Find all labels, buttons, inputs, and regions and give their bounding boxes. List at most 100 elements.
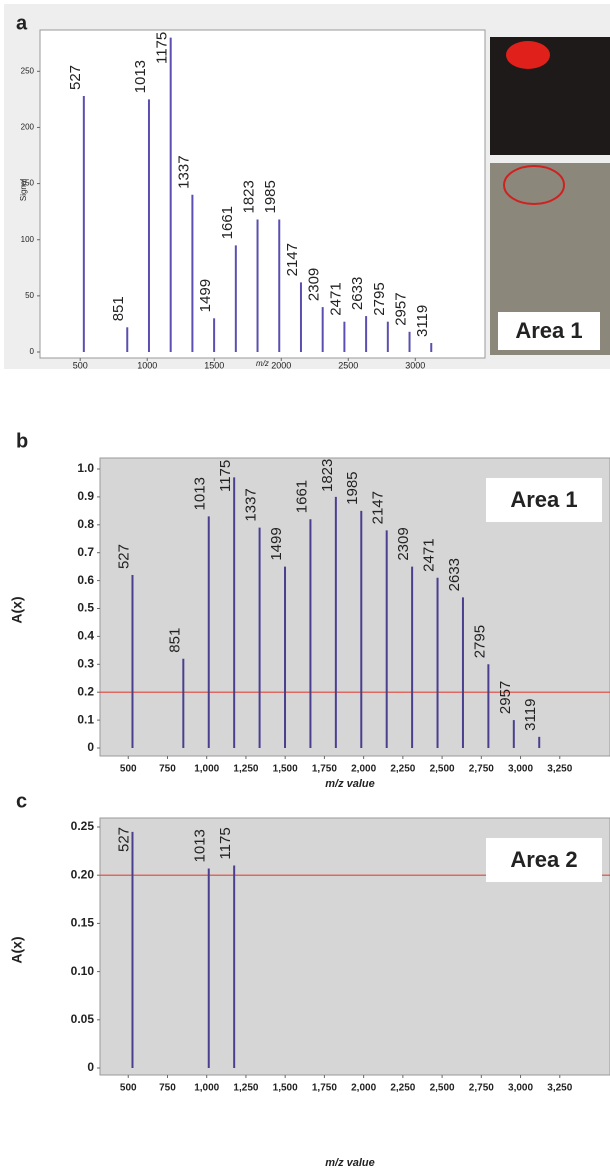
peak-label: 2147 — [370, 491, 387, 524]
peak-label: 527 — [67, 65, 84, 90]
panel-letter: b — [16, 430, 28, 452]
x-tick-label: 750 — [159, 1083, 176, 1094]
peak-label: 851 — [166, 628, 183, 653]
y-tick-label: 0.20 — [71, 867, 95, 881]
y-tick-label: 0.25 — [71, 819, 95, 833]
x-tick-label: 2,500 — [430, 764, 455, 775]
y-axis-label: Signal — [19, 179, 28, 201]
y-axis-label: A(x) — [9, 596, 25, 623]
x-tick-label: 1,500 — [273, 764, 298, 775]
x-axis-label: m/z value — [325, 778, 375, 790]
y-tick-label: 150 — [21, 179, 35, 188]
y-tick-label: 0 — [87, 1060, 94, 1074]
y-tick-label: 0.3 — [77, 656, 94, 670]
signal-spot — [506, 41, 550, 69]
x-tick-label: 1,500 — [273, 1083, 298, 1094]
peak-label: 527 — [115, 827, 132, 852]
y-tick-label: 0.10 — [71, 964, 95, 978]
peak-label: 3119 — [414, 305, 431, 337]
y-tick-label: 0 — [30, 347, 35, 356]
x-tick-label: 3,250 — [547, 764, 572, 775]
peak-label: 1013 — [192, 477, 209, 510]
annotation-box — [498, 312, 600, 350]
y-tick-label: 0.9 — [77, 489, 94, 503]
x-tick-label: 2,750 — [469, 1083, 494, 1094]
y-tick-label: 1.0 — [77, 461, 94, 475]
peak-label: 1337 — [243, 488, 260, 521]
x-tick-label: 2,250 — [390, 764, 415, 775]
plot-area — [39, 29, 486, 359]
peak-label: 1499 — [268, 527, 285, 560]
x-tick-label: 2500 — [338, 360, 358, 370]
y-tick-label: 0.4 — [77, 629, 94, 643]
y-tick-label: 250 — [21, 66, 35, 75]
x-tick-label: 2,250 — [390, 1083, 415, 1094]
annotation: Area 2 — [510, 847, 577, 872]
x-tick-label: 1,000 — [194, 764, 219, 775]
peak-label: 1661 — [293, 480, 310, 513]
panel-letter: c — [16, 790, 27, 812]
area-outline — [503, 165, 565, 205]
peak-label: 2795 — [471, 625, 488, 658]
peak-label: 1175 — [154, 32, 171, 64]
y-axis-label: A(x) — [9, 936, 25, 963]
peak-label: 2471 — [327, 282, 344, 315]
peak-label: 2147 — [284, 243, 301, 276]
peak-label: 2633 — [446, 558, 463, 591]
x-tick-label: 3,250 — [547, 1083, 572, 1094]
peak-label: 1013 — [132, 60, 149, 93]
x-tick-label: 3000 — [405, 360, 425, 370]
y-tick-label: 0 — [87, 740, 94, 754]
y-tick-label: 0.2 — [77, 684, 94, 698]
x-tick-label: 1,750 — [312, 764, 337, 775]
x-tick-label: 500 — [73, 360, 88, 370]
peak-label: 527 — [115, 544, 132, 569]
x-tick-label: 750 — [159, 764, 176, 775]
peak-label: 1013 — [192, 829, 209, 862]
x-tick-label: 3,000 — [508, 1083, 533, 1094]
peak-label: 1337 — [175, 155, 192, 188]
annotation: Area 1 — [510, 487, 577, 512]
annotation: Area 1 — [515, 318, 582, 343]
x-tick-label: 500 — [120, 1083, 137, 1094]
peak-label: 1661 — [219, 206, 236, 239]
x-tick-label: 2,000 — [351, 1083, 376, 1094]
x-axis-label: m/z value — [325, 1157, 375, 1169]
annotation-box — [486, 478, 602, 522]
x-tick-label: 1500 — [204, 360, 224, 370]
x-tick-label: 3,000 — [508, 764, 533, 775]
x-tick-label: 1,250 — [233, 1083, 258, 1094]
peak-label: 1985 — [262, 180, 279, 213]
peak-label: 1985 — [344, 471, 361, 504]
y-tick-label: 0.6 — [77, 573, 94, 587]
y-tick-label: 0.05 — [71, 1012, 95, 1026]
peak-label: 3119 — [522, 699, 539, 731]
peak-label: 851 — [110, 296, 127, 321]
x-tick-label: 2,000 — [351, 764, 376, 775]
peak-label: 2633 — [349, 277, 366, 310]
y-tick-label: 0.7 — [77, 545, 94, 559]
peak-label: 2309 — [306, 268, 323, 301]
y-tick-label: 0.8 — [77, 517, 94, 531]
peak-label: 2957 — [497, 681, 514, 714]
x-tick-label: 1000 — [137, 360, 157, 370]
y-tick-label: 0.5 — [77, 601, 94, 615]
x-tick-label: 2000 — [271, 360, 291, 370]
x-tick-label: 1,000 — [194, 1083, 219, 1094]
y-tick-label: 200 — [21, 123, 35, 132]
x-tick-label: 2,500 — [430, 1083, 455, 1094]
x-tick-label: 1,250 — [233, 764, 258, 775]
y-tick-label: 50 — [25, 291, 34, 300]
peak-label: 1175 — [217, 827, 234, 859]
peak-label: 1823 — [319, 459, 336, 492]
peak-label: 2795 — [371, 282, 388, 315]
y-tick-label: 100 — [21, 235, 35, 244]
peak-label: 1499 — [197, 279, 214, 312]
peak-label: 1175 — [217, 460, 234, 492]
x-axis-label: m/z — [256, 359, 269, 368]
x-tick-label: 2,750 — [469, 764, 494, 775]
peak-label: 2957 — [393, 292, 410, 325]
y-tick-label: 0.1 — [77, 712, 94, 726]
x-tick-label: 1,750 — [312, 1083, 337, 1094]
